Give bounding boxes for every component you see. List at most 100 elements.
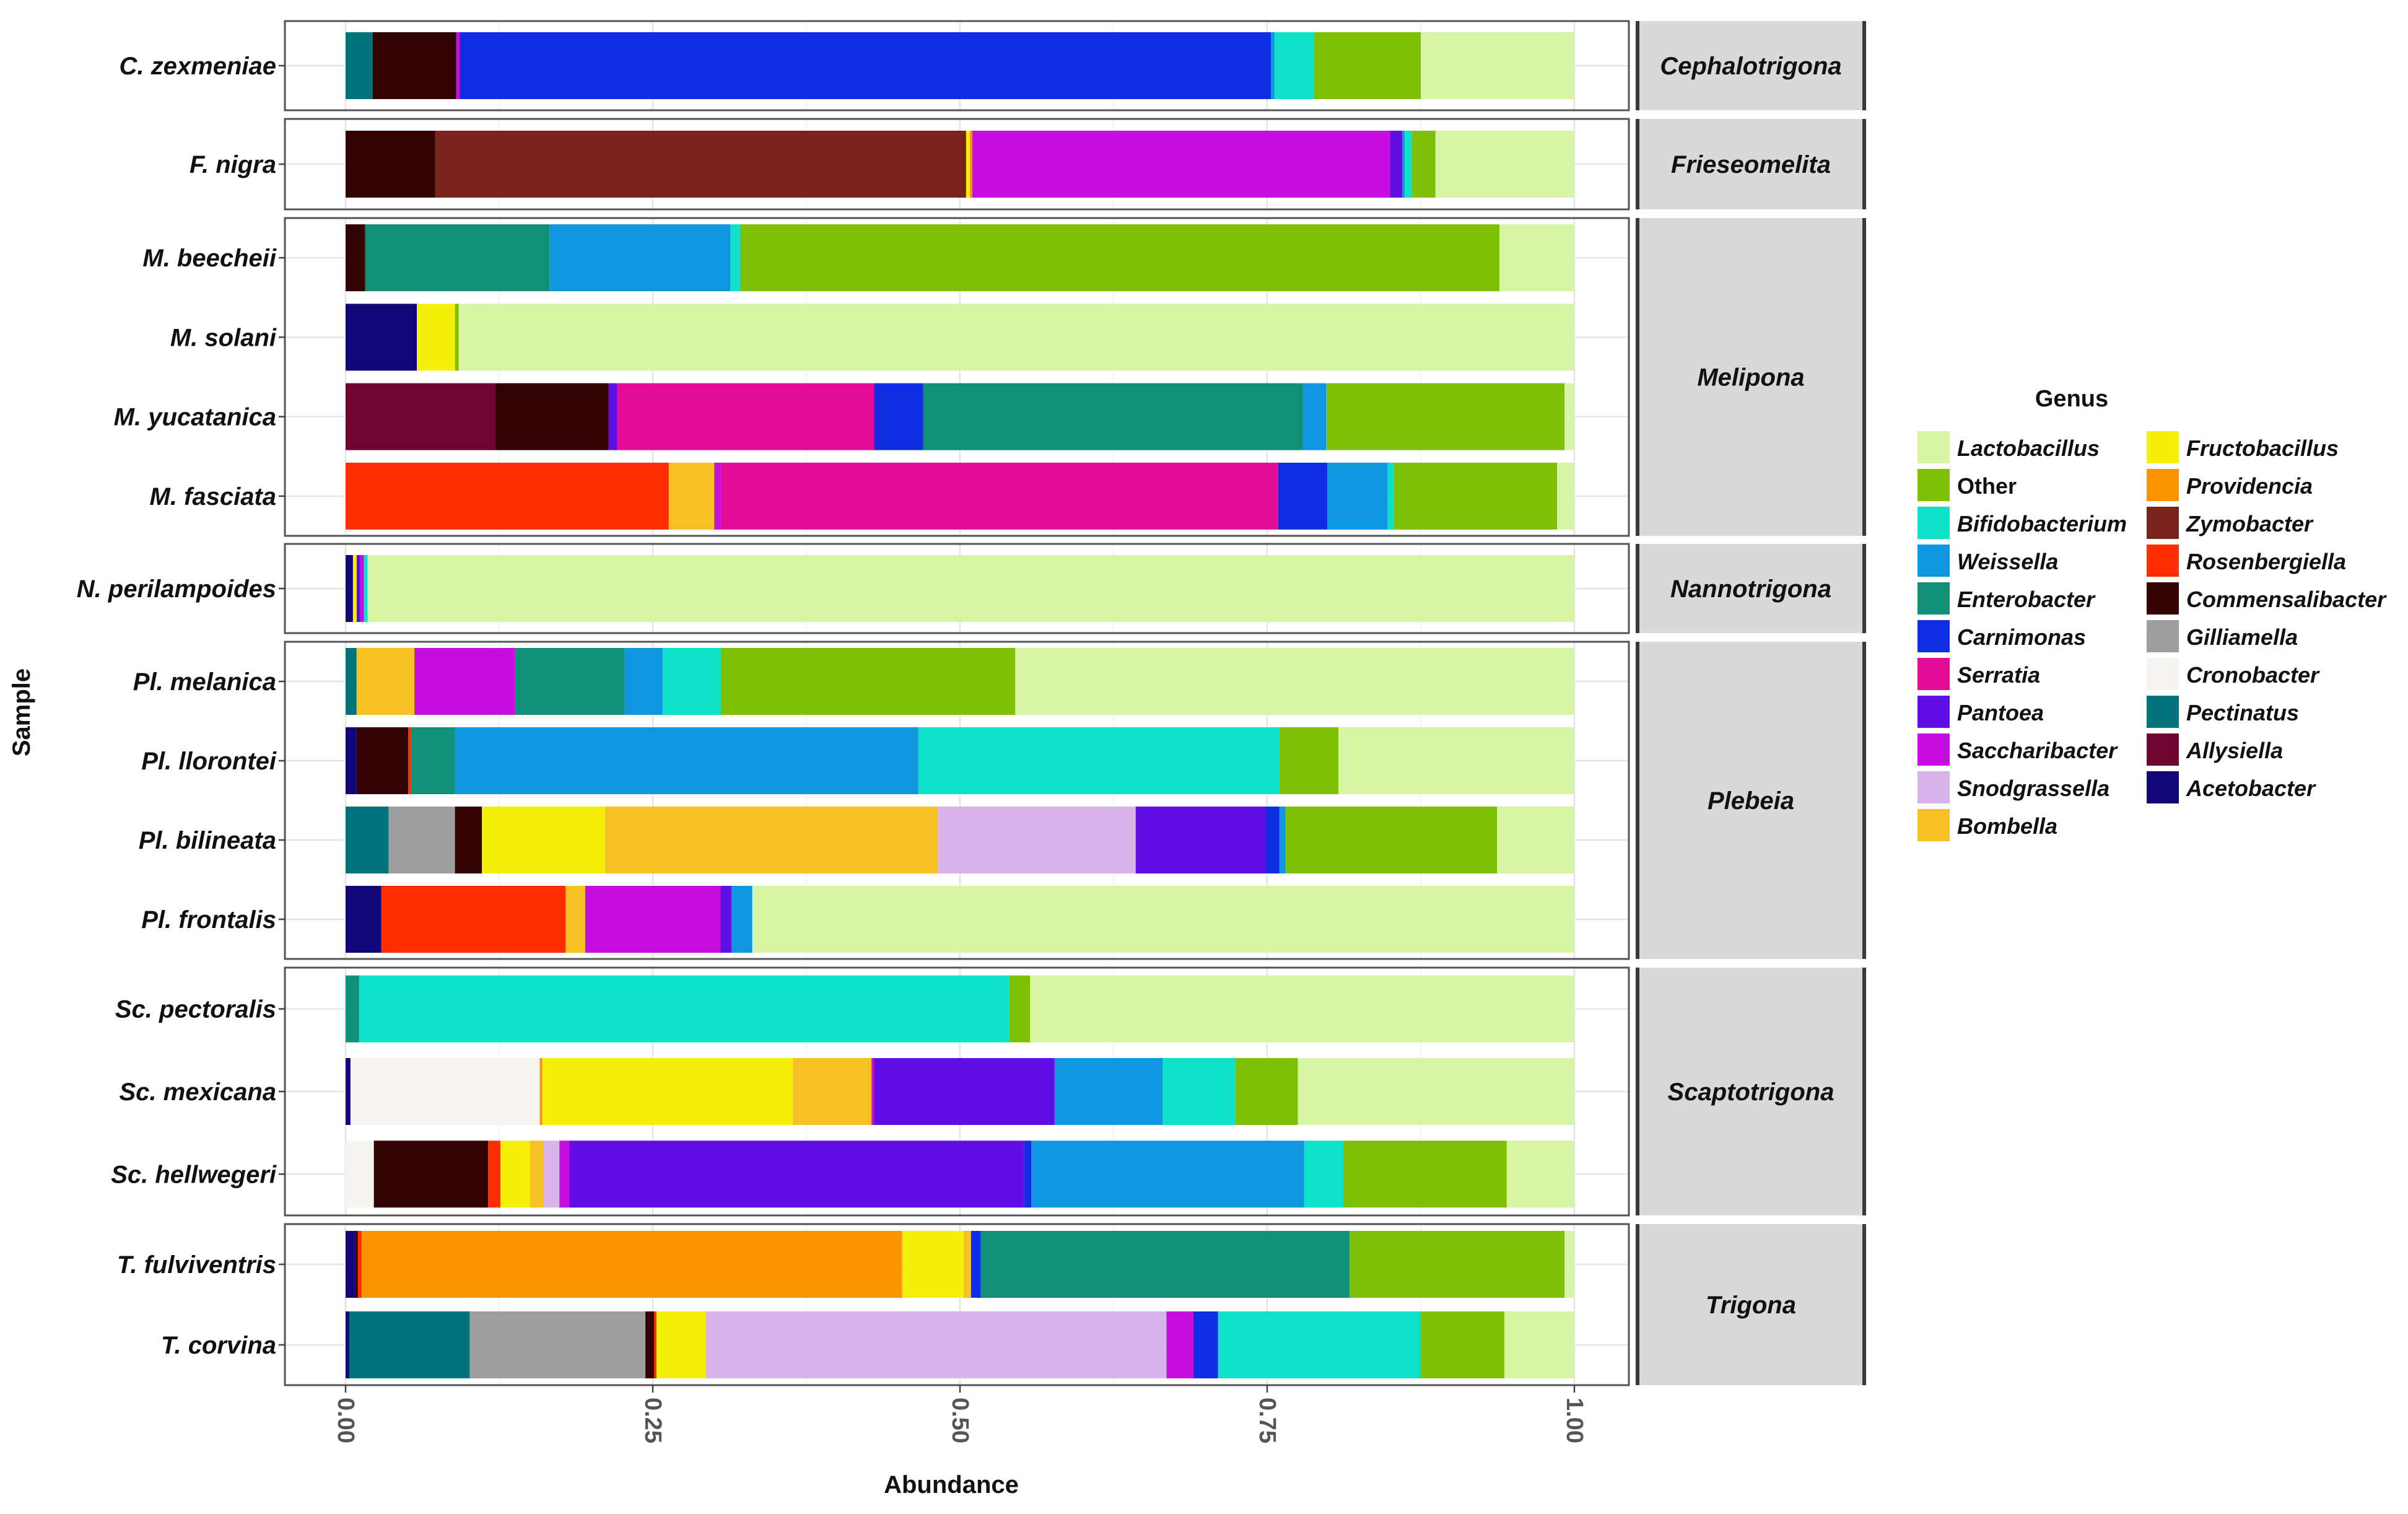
- bar-segment-other: [1279, 727, 1339, 794]
- legend-item-fructobacillus: Fructobacillus: [2147, 431, 2339, 463]
- bar-segment-enterobacter: [411, 727, 455, 794]
- y-axis: C. zexmeniae F. nigra M. beecheii M. solani…: [77, 53, 285, 1359]
- legend-swatch: [2147, 620, 2179, 652]
- bar-segment-fructobacillus: [966, 131, 970, 198]
- y-tick-label: T. corvina: [161, 1332, 276, 1359]
- bar-segment-lactobacillus: [1506, 1140, 1574, 1208]
- bar-segment-allysiella: [346, 383, 496, 450]
- bar-segment-fructobacillus: [542, 1058, 793, 1125]
- bar-segment-lactobacillus: [1338, 727, 1574, 794]
- bar-segment-weissella: [1031, 1140, 1304, 1208]
- bar-segment-bifidobacterium: [730, 224, 740, 292]
- legend-label: Carnimonas: [1957, 624, 2086, 650]
- bar-segment-weissella: [1327, 462, 1388, 530]
- bar-segment-pantoea: [569, 1140, 1024, 1208]
- legend-item-carnimonas: Carnimonas: [1917, 620, 2086, 652]
- bar-sc-pectoralis: [346, 975, 1574, 1043]
- panel-border: [284, 641, 1630, 960]
- facet-strip-label: Frieseomelita: [1671, 151, 1831, 178]
- bar-segment-other: [1343, 1140, 1507, 1208]
- bar-sc-hellwegeri: [346, 1140, 1574, 1208]
- bar-segment-gilliamella: [388, 807, 455, 873]
- legend-label: Commensalibacter: [2186, 587, 2387, 612]
- bar-segment-lactobacillus: [1564, 1231, 1574, 1298]
- bar-segment-other: [1326, 383, 1565, 450]
- bar-segment-other: [1421, 1311, 1504, 1378]
- legend-label: Bombella: [1957, 813, 2057, 839]
- legend-swatch: [2147, 582, 2179, 615]
- legend-swatch: [1917, 469, 1950, 501]
- bar-segment-bifidobacterium: [1304, 1140, 1344, 1208]
- y-tick-label: M. beecheii: [142, 245, 277, 272]
- bar-segment-saccharibacter: [972, 131, 1390, 198]
- x-axis-title: Abundance: [884, 1471, 1019, 1499]
- legend-item-allysiella: Allysiella: [2147, 733, 2283, 766]
- legend-swatch: [1917, 507, 1950, 539]
- bar-segment-serratia: [617, 383, 875, 450]
- bar-segment-cronobacter: [350, 1058, 540, 1125]
- legend-swatch: [2147, 507, 2179, 539]
- bar-segment-saccharibacter: [559, 1140, 570, 1208]
- bar-pl-llorontei: [346, 727, 1574, 794]
- bar-segment-other: [455, 304, 459, 371]
- bar-segment-rosenbergiella: [381, 886, 566, 953]
- legend-item-other: Other: [1917, 469, 2017, 501]
- bar-segment-commensalibacter: [372, 32, 456, 99]
- bar-segment-rosenbergiella: [488, 1140, 500, 1208]
- facet-strip: [1638, 218, 1864, 536]
- bar-segment-providencia: [539, 1058, 543, 1125]
- bar-segment-saccharibacter: [871, 1058, 875, 1125]
- bar-segment-carnimonas: [1193, 1311, 1218, 1378]
- bar-segment-lactobacillus: [1557, 462, 1574, 530]
- bar-n-perilampoides: [346, 555, 1575, 622]
- bar-segment-acetobacter: [346, 1311, 349, 1378]
- y-tick-label: T. fulviventris: [117, 1251, 276, 1279]
- bar-segment-carnimonas: [460, 32, 1271, 99]
- x-axis: 0.00 0.25 0.50 0.75 1.00: [333, 1385, 1587, 1443]
- bar-segment-bifidobacterium: [1218, 1311, 1421, 1378]
- bar-segment-pantoea: [608, 383, 617, 450]
- legend-item-acetobacter: Acetobacter: [2147, 771, 2316, 803]
- facet-strip-label: Nannotrigona: [1670, 575, 1831, 603]
- bar-pl-bilineata: [346, 807, 1574, 873]
- bar-segment-saccharibacter: [414, 648, 515, 715]
- legend-item-bombella: Bombella: [1917, 809, 2057, 841]
- bar-segment-acetobacter: [346, 1231, 356, 1298]
- bar-segment-bifidobacterium: [1163, 1058, 1236, 1125]
- legend-swatch: [2147, 733, 2179, 766]
- bar-segment-lactobacillus: [1015, 648, 1574, 715]
- bar-segment-acetobacter: [346, 886, 382, 953]
- bar-segment-saccharibacter: [714, 462, 721, 530]
- legend-item-rosenbergiella: Rosenbergiella: [2147, 545, 2346, 577]
- bar-segment-commensalibacter: [346, 224, 365, 292]
- bar-segment-pantoea: [1390, 131, 1403, 198]
- facet-strip-label: Melipona: [1697, 364, 1804, 392]
- bar-segment-pantoea: [720, 886, 731, 953]
- panel-border: [284, 217, 1630, 537]
- x-tick-label: 0.50: [947, 1398, 973, 1443]
- legend-label: Pantoea: [1957, 700, 2044, 725]
- bar-segment-lactobacillus: [752, 886, 1574, 953]
- facet-strip: [1638, 1224, 1864, 1385]
- legend-item-pantoea: Pantoea: [1917, 696, 2044, 728]
- bar-segment-serratia: [720, 462, 1278, 530]
- bar-segment-carnimonas: [1278, 462, 1328, 530]
- bar-segment-bombella: [963, 1231, 971, 1298]
- bar-segment-other: [739, 224, 1499, 292]
- bar-segment-commensalibacter: [373, 1140, 489, 1208]
- bar-segment-other: [1349, 1231, 1565, 1298]
- legend-swatch: [1917, 620, 1950, 652]
- bar-c-zexmeniae: [346, 32, 1574, 99]
- x-tick-label: 0.00: [333, 1398, 359, 1443]
- bar-segment-weissella: [549, 224, 730, 292]
- bar-segment-lactobacillus: [1499, 224, 1574, 292]
- bar-segment-pectinatus: [349, 1311, 470, 1378]
- bar-segment-pectinatus: [346, 648, 357, 715]
- legend-label: Fructobacillus: [2186, 435, 2339, 461]
- bar-segment-snodgrassella: [705, 1311, 1167, 1378]
- bar-segment-weissella: [731, 886, 752, 953]
- legend-item-bifidobacterium: Bifidobacterium: [1917, 507, 2127, 539]
- legend-label: Gilliamella: [2186, 624, 2298, 650]
- bar-segment-pantoea: [1135, 807, 1267, 873]
